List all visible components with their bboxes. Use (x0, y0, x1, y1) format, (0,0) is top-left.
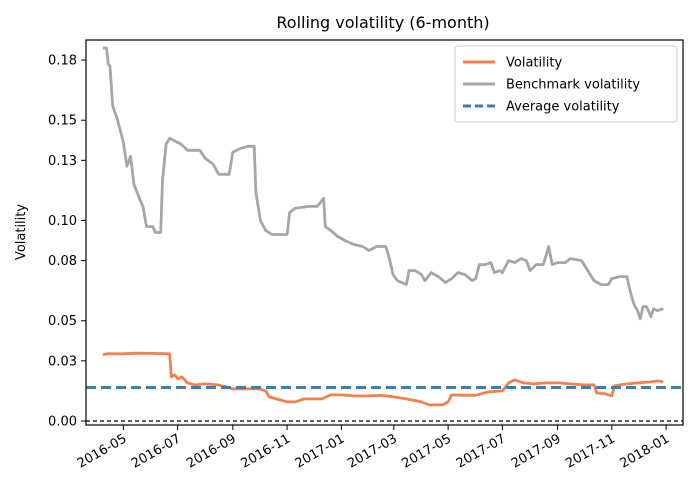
legend-box (454, 45, 678, 123)
y-tick-label: 0.15 (48, 114, 77, 129)
y-tick-label: 0.10 (48, 214, 77, 229)
y-tick-label: 0.05 (48, 314, 77, 329)
y-tick-label: 0.03 (48, 354, 77, 369)
series-line-benchmark-volatility (102, 46, 664, 321)
y-tick-label: 0.18 (48, 54, 77, 69)
y-tick-label: 0.13 (48, 154, 77, 169)
y-tick-label: 0.00 (48, 414, 77, 429)
y-axis-label: Volatility (14, 204, 29, 260)
legend-label: Benchmark volatility (506, 78, 640, 93)
plot-area (86, 46, 683, 422)
series-line-volatility (102, 351, 664, 407)
legend: Volatility Benchmark volatility Average vo… (454, 45, 678, 123)
legend-label: Volatility (506, 56, 562, 71)
y-tick-label: 0.08 (48, 254, 77, 269)
chart-title: Rolling volatility (6-month) (276, 13, 489, 32)
plot-frame (85, 39, 684, 426)
legend-label: Average volatility (506, 100, 620, 115)
